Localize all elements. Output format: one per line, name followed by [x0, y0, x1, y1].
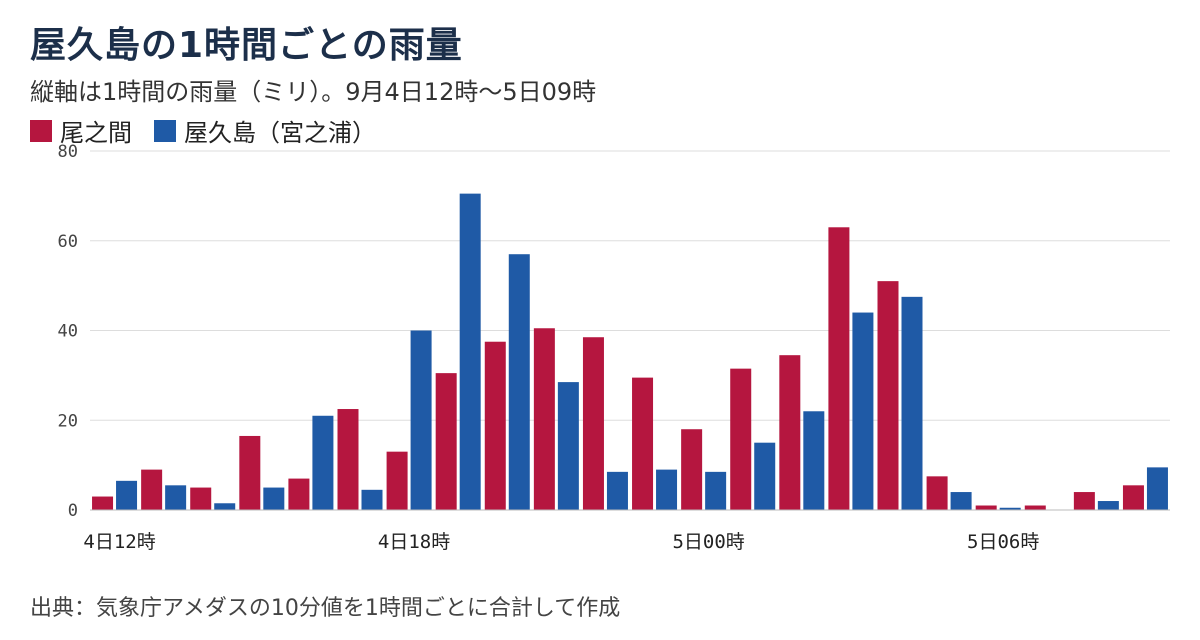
- bar-onoaida-14: [779, 355, 801, 510]
- y-tick-label-40: 40: [58, 322, 78, 342]
- bar-onoaida-11: [632, 377, 654, 510]
- bar-onoaida-4: [288, 478, 310, 510]
- bar-yakushima-13: [754, 442, 776, 510]
- bar-yakushima-7: [459, 193, 481, 510]
- bar-onoaida-16: [877, 281, 899, 510]
- bar-onoaida-18: [975, 505, 997, 510]
- bar-yakushima-6: [410, 330, 432, 510]
- bar-yakushima-0: [116, 480, 138, 510]
- legend-swatch-onoaida: [30, 119, 52, 142]
- legend-label-yakushima: 屋久島（宮之浦）: [184, 119, 376, 147]
- bar-yakushima-1: [165, 485, 187, 510]
- y-tick-label-60: 60: [58, 232, 78, 252]
- bar-onoaida-5: [337, 409, 359, 510]
- bar-yakushima-2: [214, 503, 236, 510]
- bar-onoaida-13: [730, 368, 752, 510]
- bar-onoaida-3: [239, 435, 261, 510]
- bar-yakushima-21: [1146, 467, 1168, 510]
- legend-item-yakushima: 屋久島（宮之浦）: [154, 113, 376, 148]
- bar-yakushima-18: [999, 507, 1021, 510]
- source-note: 出典：気象庁アメダスの10分値を1時間ごとに合計して作成: [30, 596, 621, 621]
- x-tick-label-12: 5日00時: [672, 531, 744, 553]
- bar-onoaida-1: [141, 469, 163, 510]
- bar-yakushima-10: [606, 471, 628, 510]
- x-tick-label-18: 5日06時: [967, 531, 1039, 553]
- bar-onoaida-15: [828, 227, 850, 510]
- legend: 尾之間 屋久島（宮之浦）: [30, 113, 398, 148]
- bar-yakushima-16: [901, 296, 923, 510]
- y-tick-label-20: 20: [58, 411, 78, 431]
- bar-onoaida-9: [533, 328, 555, 510]
- legend-item-onoaida: 尾之間: [30, 113, 132, 148]
- bar-yakushima-17: [950, 492, 972, 510]
- bar-yakushima-5: [361, 489, 383, 510]
- bar-yakushima-14: [803, 411, 825, 510]
- bar-onoaida-17: [926, 476, 948, 510]
- bar-onoaida-8: [484, 341, 506, 510]
- bar-onoaida-6: [386, 451, 408, 510]
- bar-onoaida-10: [582, 337, 604, 510]
- y-tick-label-0: 0: [68, 501, 78, 521]
- bar-yakushima-20: [1097, 501, 1119, 510]
- x-tick-label-6: 4日18時: [378, 531, 450, 553]
- bar-yakushima-3: [263, 487, 285, 510]
- bar-onoaida-2: [190, 487, 212, 510]
- chart-title: 屋久島の1時間ごとの雨量: [30, 25, 463, 66]
- bar-onoaida-21: [1122, 485, 1144, 510]
- chart-subtitle: 縦軸は1時間の雨量（ミリ）。9月4日12時～5日09時: [30, 78, 597, 106]
- bar-yakushima-12: [705, 471, 727, 510]
- bar-onoaida-19: [1024, 505, 1046, 510]
- bar-yakushima-11: [656, 469, 678, 510]
- bar-onoaida-20: [1073, 492, 1095, 510]
- y-tick-label-80: 80: [58, 142, 78, 162]
- legend-label-onoaida: 尾之間: [60, 119, 132, 147]
- x-tick-label-0: 4日12時: [83, 531, 155, 553]
- bar-yakushima-8: [508, 254, 530, 510]
- legend-swatch-yakushima: [154, 119, 176, 142]
- bar-yakushima-4: [312, 415, 334, 510]
- bar-yakushima-15: [852, 312, 874, 510]
- bar-yakushima-9: [557, 382, 579, 510]
- bar-onoaida-7: [435, 373, 457, 510]
- bar-onoaida-12: [681, 429, 703, 510]
- bar-onoaida-0: [92, 496, 114, 510]
